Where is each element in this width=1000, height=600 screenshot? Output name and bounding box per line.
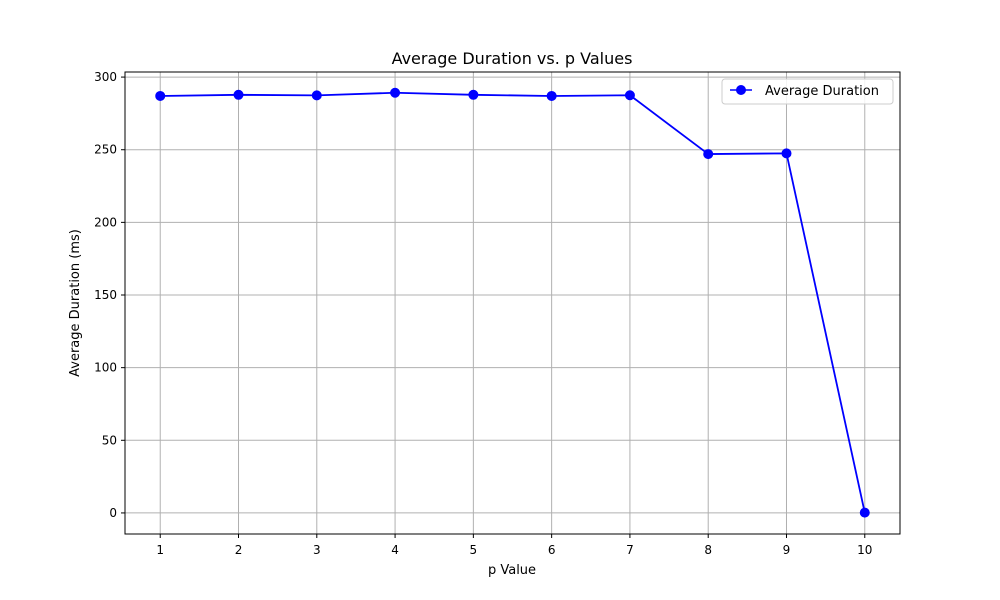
data-point <box>233 89 244 100</box>
x-tick-label: 10 <box>857 543 872 557</box>
x-tick-label: 9 <box>783 543 791 557</box>
x-tick-label: 6 <box>548 543 556 557</box>
data-point <box>390 87 401 98</box>
legend-label-average-duration: Average Duration <box>765 84 879 99</box>
data-point <box>703 149 714 160</box>
data-point <box>624 90 635 101</box>
data-point <box>546 90 557 101</box>
y-tick-label: 0 <box>109 506 117 520</box>
line-layer <box>159 91 866 514</box>
chart-title: Average Duration vs. p Values <box>392 49 633 68</box>
series-line-average-duration <box>159 91 866 514</box>
data-point <box>468 89 479 100</box>
legend: Average Duration <box>721 78 894 105</box>
x-tick-label: 1 <box>156 543 164 557</box>
data-point <box>311 90 322 101</box>
data-point <box>859 507 870 518</box>
y-tick-label: 50 <box>102 433 117 447</box>
x-tick-label: 8 <box>704 543 712 557</box>
x-tick-label: 2 <box>235 543 243 557</box>
x-tick-label: 5 <box>470 543 478 557</box>
y-tick-label: 200 <box>94 215 117 229</box>
y-axis-label: Average Duration (ms) <box>68 229 83 377</box>
plot-frame <box>124 71 901 535</box>
x-tick-label: 3 <box>313 543 321 557</box>
data-point <box>781 148 792 159</box>
legend-marker-sample <box>736 85 746 95</box>
x-tick-label: 7 <box>626 543 634 557</box>
x-tick-label: 4 <box>391 543 399 557</box>
y-tick-label: 300 <box>94 70 117 84</box>
y-tick-label: 150 <box>94 288 117 302</box>
data-point <box>155 90 166 101</box>
x-axis-label: p Value <box>488 563 536 578</box>
marker-layer <box>155 87 870 518</box>
y-tick-label: 100 <box>94 361 117 375</box>
y-tick-label: 250 <box>94 143 117 157</box>
legend-box <box>721 78 894 105</box>
